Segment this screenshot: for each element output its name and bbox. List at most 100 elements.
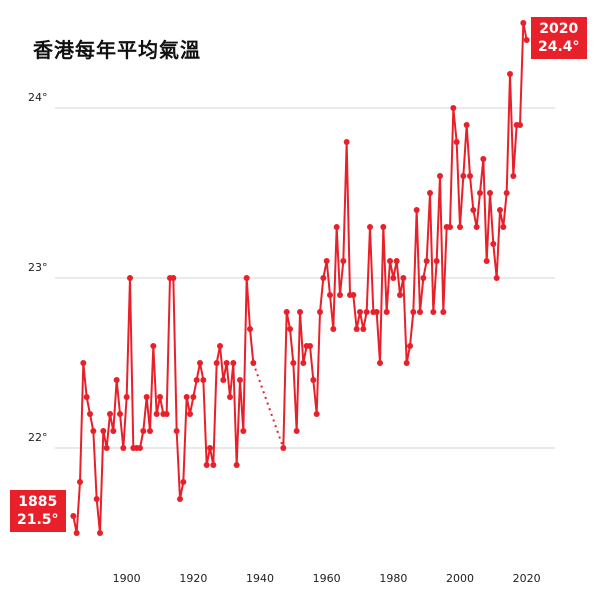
data-point (87, 411, 93, 417)
data-point (173, 428, 180, 434)
data-point (137, 445, 143, 451)
data-point (197, 360, 203, 366)
data-point (313, 411, 320, 417)
data-point (247, 326, 253, 332)
data-point (240, 428, 247, 434)
data-point (310, 377, 317, 383)
data-point (407, 343, 413, 349)
data-point (207, 445, 213, 451)
chart-title: 香港每年平均氣溫 (33, 38, 201, 62)
data-point (140, 428, 147, 434)
x-tick-label: 1980 (379, 572, 407, 585)
start-label-badge: 1885 21.5° (10, 490, 66, 532)
data-point (373, 309, 380, 315)
data-point (470, 207, 477, 213)
start-year: 1885 (18, 494, 58, 510)
data-point (113, 377, 120, 383)
data-point (500, 224, 507, 230)
data-point (453, 139, 460, 145)
data-point (340, 258, 347, 264)
data-point (503, 190, 510, 196)
y-tick-label: 23° (28, 261, 48, 274)
data-point (287, 326, 293, 332)
data-point (333, 224, 340, 230)
data-point (450, 105, 457, 111)
series-line-segment (72, 277, 255, 534)
data-point (403, 360, 410, 366)
x-tick-label: 1900 (113, 572, 141, 585)
data-point (143, 394, 150, 400)
y-tick-label: 22° (28, 431, 48, 444)
data-point (97, 530, 103, 536)
data-point (480, 156, 487, 162)
data-point (280, 445, 287, 451)
data-point (80, 360, 87, 366)
data-point (200, 377, 207, 383)
data-point (377, 360, 383, 366)
data-point (213, 360, 220, 366)
data-point (390, 275, 397, 281)
data-point (497, 207, 503, 213)
x-axis-ticks: 1900 1920 1940 1960 1980 2000 2020 (113, 572, 541, 585)
data-point (483, 258, 490, 264)
data-point (440, 309, 447, 315)
data-point (297, 309, 303, 315)
data-point (400, 275, 407, 281)
data-point (423, 258, 430, 264)
data-point (417, 309, 423, 315)
data-point (510, 173, 517, 179)
data-point (120, 445, 127, 451)
data-point (520, 20, 527, 26)
data-point (473, 224, 480, 230)
data-point (243, 275, 250, 281)
data-point (150, 343, 157, 349)
data-point (410, 309, 417, 315)
data-point (70, 513, 77, 519)
start-value: 21.5° (17, 512, 59, 528)
data-point (157, 394, 163, 400)
data-point (107, 411, 113, 417)
data-point (183, 394, 190, 400)
end-year: 2020 (539, 21, 579, 37)
gap-connector (252, 362, 285, 449)
data-point (190, 394, 197, 400)
data-point (220, 377, 227, 383)
data-point (437, 173, 443, 179)
data-point (353, 326, 360, 332)
data-point (350, 292, 357, 298)
data-point (237, 377, 243, 383)
data-point (327, 292, 333, 298)
data-point (413, 207, 420, 213)
data-point (187, 411, 193, 417)
data-point (147, 428, 153, 434)
data-point (117, 411, 123, 417)
data-point (463, 122, 470, 128)
data-point (323, 258, 330, 264)
data-point (457, 224, 463, 230)
data-point (217, 343, 223, 349)
data-point (100, 428, 107, 434)
data-point (360, 326, 367, 332)
y-axis-ticks: 22° 23° 24° (28, 91, 48, 444)
data-point (250, 360, 257, 366)
series-points (70, 20, 530, 536)
data-point (330, 326, 337, 332)
data-point (397, 292, 403, 298)
data-point (177, 496, 183, 502)
end-value: 24.4° (538, 39, 580, 55)
end-label-badge: 2020 24.4° (531, 17, 587, 59)
data-point (433, 258, 440, 264)
data-point (367, 224, 373, 230)
data-point (290, 360, 297, 366)
data-point (77, 479, 83, 485)
data-point (180, 479, 187, 485)
data-point (507, 71, 513, 77)
data-point (517, 122, 523, 128)
data-point (383, 309, 390, 315)
x-tick-label: 1940 (246, 572, 274, 585)
data-point (337, 292, 343, 298)
data-point (477, 190, 483, 196)
data-point (103, 445, 110, 451)
data-point (293, 428, 300, 434)
